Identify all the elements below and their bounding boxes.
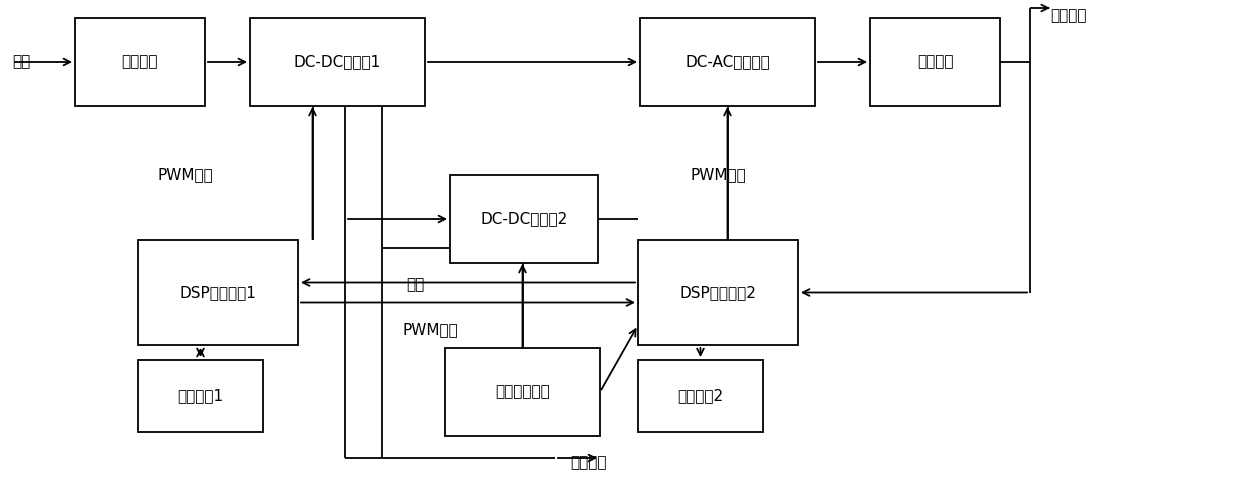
Text: PWM控制: PWM控制 xyxy=(402,322,458,337)
Bar xyxy=(450,175,598,263)
Text: 整流电路: 整流电路 xyxy=(122,55,159,70)
Bar xyxy=(74,18,205,106)
Text: DC-DC变换器2: DC-DC变换器2 xyxy=(480,212,568,227)
Text: DSP控制电路2: DSP控制电路2 xyxy=(680,285,756,300)
Text: DSP控制电路1: DSP控制电路1 xyxy=(180,285,257,300)
Text: 直流输出: 直流输出 xyxy=(570,455,606,470)
Text: DC-AC逆变电路: DC-AC逆变电路 xyxy=(686,55,770,70)
Text: 交流输出: 交流输出 xyxy=(1050,8,1086,23)
Bar xyxy=(250,18,425,106)
Text: 市电: 市电 xyxy=(12,55,30,70)
Bar xyxy=(640,18,815,106)
Bar xyxy=(639,240,799,345)
Text: 滤波电路: 滤波电路 xyxy=(916,55,954,70)
Bar xyxy=(138,360,263,432)
Bar xyxy=(138,240,298,345)
Text: PWM控制: PWM控制 xyxy=(157,167,213,182)
Text: 人机界面1: 人机界面1 xyxy=(177,389,223,404)
Text: PWM控制: PWM控制 xyxy=(691,167,746,182)
Bar xyxy=(870,18,999,106)
Text: DC-DC变换器1: DC-DC变换器1 xyxy=(294,55,381,70)
Text: 人机界面2: 人机界面2 xyxy=(677,389,724,404)
Bar xyxy=(639,360,763,432)
Bar xyxy=(445,348,600,436)
Text: 通讯: 通讯 xyxy=(405,277,424,292)
Text: 模拟控制电路: 模拟控制电路 xyxy=(495,384,549,399)
